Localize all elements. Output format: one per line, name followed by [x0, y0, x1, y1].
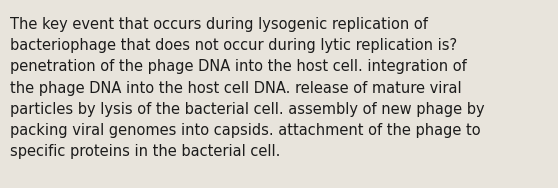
Text: The key event that occurs during lysogenic replication of
bacteriophage that doe: The key event that occurs during lysogen… — [10, 17, 485, 159]
